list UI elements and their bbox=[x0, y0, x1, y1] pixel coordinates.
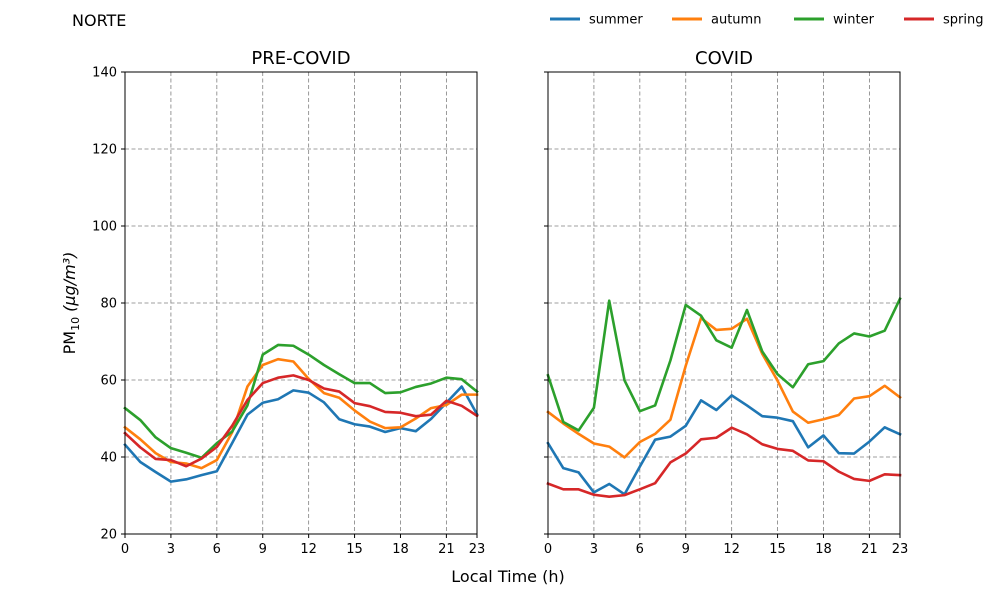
y-tick-label: 40 bbox=[100, 451, 117, 466]
y-axis-label: PM10 (μg/m³) bbox=[60, 252, 82, 355]
legend-label-summer: summer bbox=[589, 13, 643, 28]
x-tick-label: 3 bbox=[590, 542, 598, 557]
x-tick-label: 9 bbox=[259, 542, 267, 557]
x-tick-label: 12 bbox=[300, 542, 317, 557]
series-line-autumn bbox=[546, 316, 902, 459]
x-tick-label: 23 bbox=[469, 542, 486, 557]
x-tick-label: 18 bbox=[815, 542, 832, 557]
legend-label-autumn: autumn bbox=[711, 13, 761, 28]
legend-label-winter: winter bbox=[833, 13, 875, 28]
y-tick-label: 100 bbox=[92, 220, 117, 235]
x-tick-label: 3 bbox=[167, 542, 175, 557]
x-tick-label: 6 bbox=[636, 542, 644, 557]
series-line-spring bbox=[123, 374, 479, 468]
x-axis-label: Local Time (h) bbox=[451, 567, 564, 586]
y-axis-label-main: PM bbox=[60, 331, 79, 354]
y-axis-label-unit: (μg/m³) bbox=[60, 252, 79, 312]
x-tick-label: 0 bbox=[544, 542, 552, 557]
panel-pre-covid: 0 3 6 9 12 15 18 21 23 20 40 60 80 100 120 140 PRE-COVID bbox=[92, 48, 485, 557]
y-tick-label: 120 bbox=[92, 143, 117, 158]
series-line-winter bbox=[546, 297, 902, 432]
region-label: NORTE bbox=[72, 11, 126, 30]
x-tick-label: 15 bbox=[346, 542, 363, 557]
series-line-autumn bbox=[123, 357, 479, 470]
series-line-summer bbox=[123, 385, 479, 483]
series-line-summer bbox=[546, 394, 902, 496]
panel-covid: 0 3 6 9 12 15 18 21 23 COVID bbox=[544, 48, 908, 557]
x-tick-label: 0 bbox=[121, 542, 129, 557]
series-line-winter bbox=[123, 343, 479, 460]
legend: summer autumn winter spring bbox=[550, 13, 983, 28]
panel-title: PRE-COVID bbox=[251, 48, 350, 69]
y-tick-label: 140 bbox=[92, 66, 117, 81]
x-tick-label: 21 bbox=[861, 542, 878, 557]
panel-title: COVID bbox=[695, 48, 753, 69]
x-tick-label: 9 bbox=[682, 542, 690, 557]
legend-label-spring: spring bbox=[943, 13, 983, 28]
x-tick-label: 12 bbox=[723, 542, 740, 557]
x-tick-label: 15 bbox=[769, 542, 786, 557]
x-tick-label: 21 bbox=[438, 542, 455, 557]
y-tick-label: 60 bbox=[100, 374, 117, 389]
y-axis-label-subscript: 10 bbox=[69, 317, 82, 331]
x-tick-label: 18 bbox=[392, 542, 409, 557]
x-tick-label: 6 bbox=[213, 542, 221, 557]
series-line-spring bbox=[546, 426, 902, 498]
y-tick-label: 80 bbox=[100, 297, 117, 312]
x-tick-label: 23 bbox=[892, 542, 909, 557]
y-tick-label: 20 bbox=[100, 528, 117, 543]
